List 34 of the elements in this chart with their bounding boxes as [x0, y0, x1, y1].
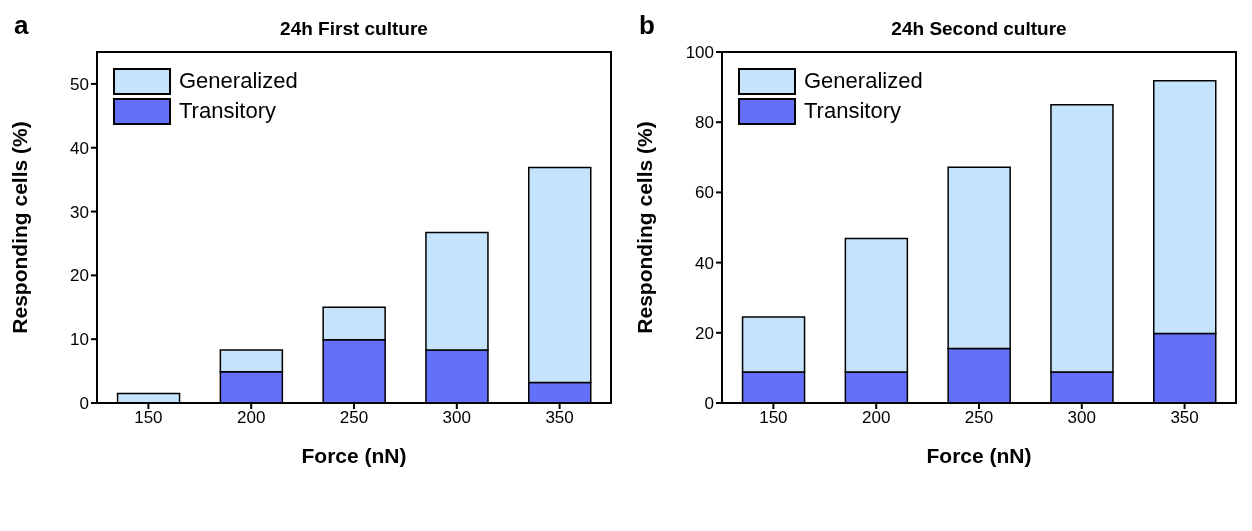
x-tick-label: 300: [1067, 408, 1096, 428]
chart-title: 24h First culture: [279, 18, 429, 40]
y-tick-label: 60: [695, 183, 714, 203]
y-tick-label: 50: [70, 74, 89, 94]
x-tick-label: 200: [237, 408, 266, 428]
x-tick-label: 300: [442, 408, 471, 428]
legend-label: Transitory: [804, 98, 901, 124]
x-tick-label: 150: [134, 408, 163, 428]
x-tick-label: 250: [339, 408, 369, 428]
legend-label: Generalized: [804, 68, 923, 94]
y-tick-label: 40: [695, 253, 714, 273]
x-tick-label: 350: [1170, 408, 1199, 428]
x-axis-title: Force (nN): [301, 444, 407, 467]
y-tick-label: 30: [70, 202, 89, 222]
y-axis-title: Responding cells (%): [633, 121, 657, 334]
legend-label: Generalized: [179, 68, 298, 94]
text: a: [14, 10, 29, 41]
x-axis-title: Force (nN): [926, 444, 1032, 467]
x-tick-label: 150: [759, 408, 788, 428]
x-tick-label: 200: [862, 408, 891, 428]
y-tick-label: 10: [70, 330, 89, 350]
text: b: [639, 10, 655, 41]
x-tick-label: 250: [964, 408, 994, 428]
y-tick-label: 100: [685, 43, 714, 63]
y-tick-label: 20: [70, 266, 89, 286]
y-tick-label: 20: [695, 323, 714, 343]
y-tick-label: 0: [79, 394, 89, 414]
chart-title: 24h Second culture: [890, 18, 1068, 40]
legend-label: Transitory: [179, 98, 276, 124]
x-tick-label: 350: [545, 408, 574, 428]
y-axis-title: Responding cells (%): [8, 121, 32, 334]
y-tick-label: 0: [704, 394, 714, 414]
y-tick-label: 40: [70, 138, 89, 158]
y-tick-label: 80: [695, 113, 714, 133]
